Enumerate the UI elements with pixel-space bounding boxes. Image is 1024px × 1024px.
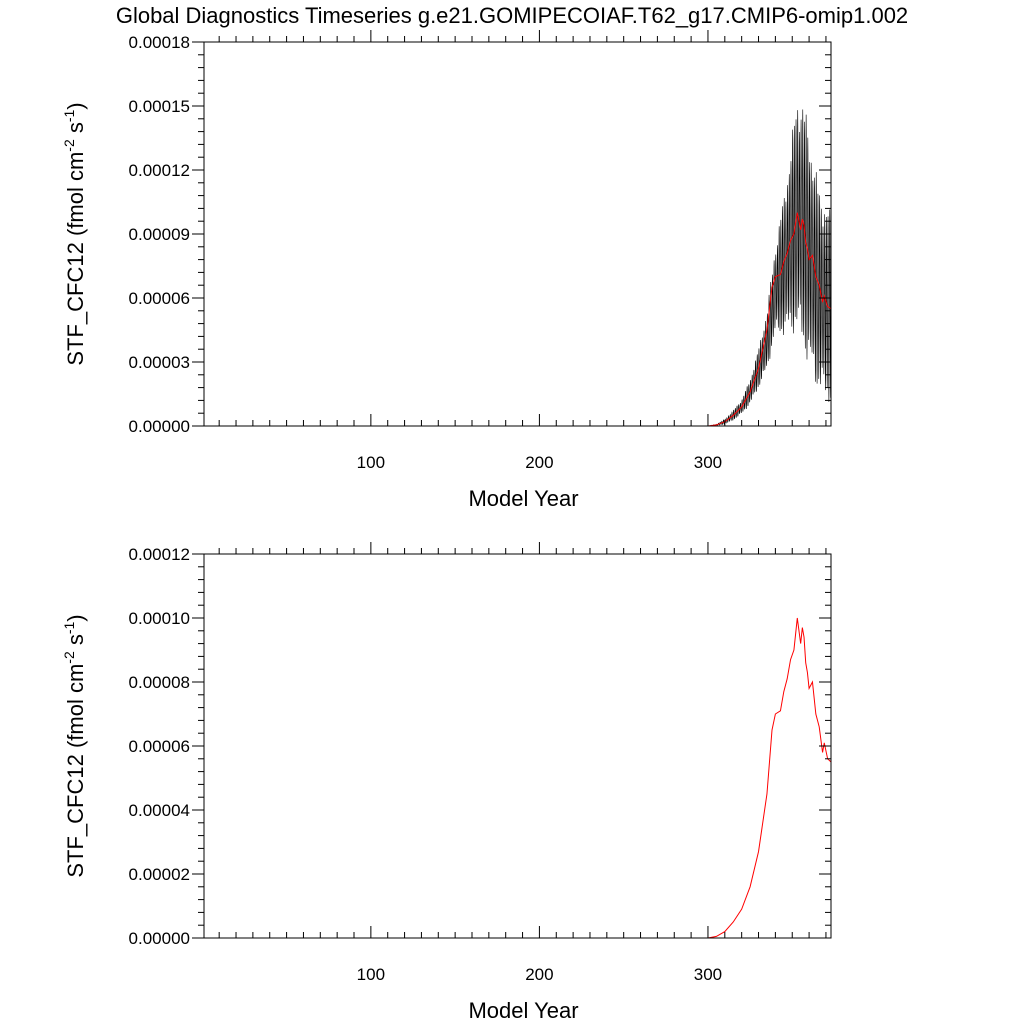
x-axis-title: Model Year (468, 998, 578, 1023)
series-line-annual (204, 617, 832, 939)
plot-area (204, 617, 832, 939)
x-tick-label: 100 (357, 453, 385, 472)
y-tick-label: 0.00004 (129, 801, 190, 820)
y-axis-title-exp: -2 (61, 651, 77, 664)
y-axis-title-main: STF_CFC12 (fmol cm (63, 152, 88, 366)
y-tick-label: 0.00012 (129, 161, 190, 180)
y-tick-label: 0.00006 (129, 289, 190, 308)
plot-frame (203, 41, 832, 427)
y-tick-label: 0.00006 (129, 737, 190, 756)
y-axis-title-mid: s (63, 634, 88, 651)
series-line-annual (204, 212, 832, 427)
y-axis-title-exp: -1 (61, 621, 77, 634)
x-tick-label: 100 (357, 965, 385, 984)
y-tick-label: 0.00015 (129, 97, 190, 116)
x-tick-label: 200 (525, 453, 553, 472)
y-tick-label: 0.00010 (129, 609, 190, 628)
y-tick-label: 0.00003 (129, 353, 190, 372)
chart-panel-1: 100 200 300 0.00000 0.00003 0.00006 0.00009 0.0… (61, 30, 832, 511)
y-tick-label: 0.00009 (129, 225, 190, 244)
y-axis-title: STF_CFC12 (fmol cm-2 s-1) (61, 614, 88, 877)
plot-frame (203, 553, 832, 939)
y-tick-label: 0.00018 (129, 33, 190, 52)
y-tick-label: 0.00000 (129, 929, 190, 948)
y-axis-title-mid: s (63, 122, 88, 139)
chart-panel-2: 100 200 300 0.00000 0.00002 0.00004 0.00006 0.0… (61, 542, 832, 1023)
y-tick-label: 0.00000 (129, 417, 190, 436)
x-axis-title: Model Year (468, 486, 578, 511)
chart-title: Global Diagnostics Timeseries g.e21.GOMI… (115, 3, 909, 28)
y-axis-title-main: STF_CFC12 (fmol cm (63, 664, 88, 878)
x-tick-label: 300 (694, 965, 722, 984)
y-axis-title-end: ) (63, 102, 88, 109)
plot-area (204, 109, 832, 427)
y-axis-title-exp: -1 (61, 109, 77, 122)
x-tick-label: 300 (694, 453, 722, 472)
y-axis-title: STF_CFC12 (fmol cm-2 s-1) (61, 102, 88, 365)
y-tick-label: 0.00002 (129, 865, 190, 884)
y-tick-label: 0.00008 (129, 673, 190, 692)
x-tick-label: 200 (525, 965, 553, 984)
y-tick-label: 0.00012 (129, 545, 190, 564)
y-axis-title-exp: -2 (61, 139, 77, 152)
y-axis-title-end: ) (63, 614, 88, 621)
series-line-monthly (204, 109, 832, 427)
